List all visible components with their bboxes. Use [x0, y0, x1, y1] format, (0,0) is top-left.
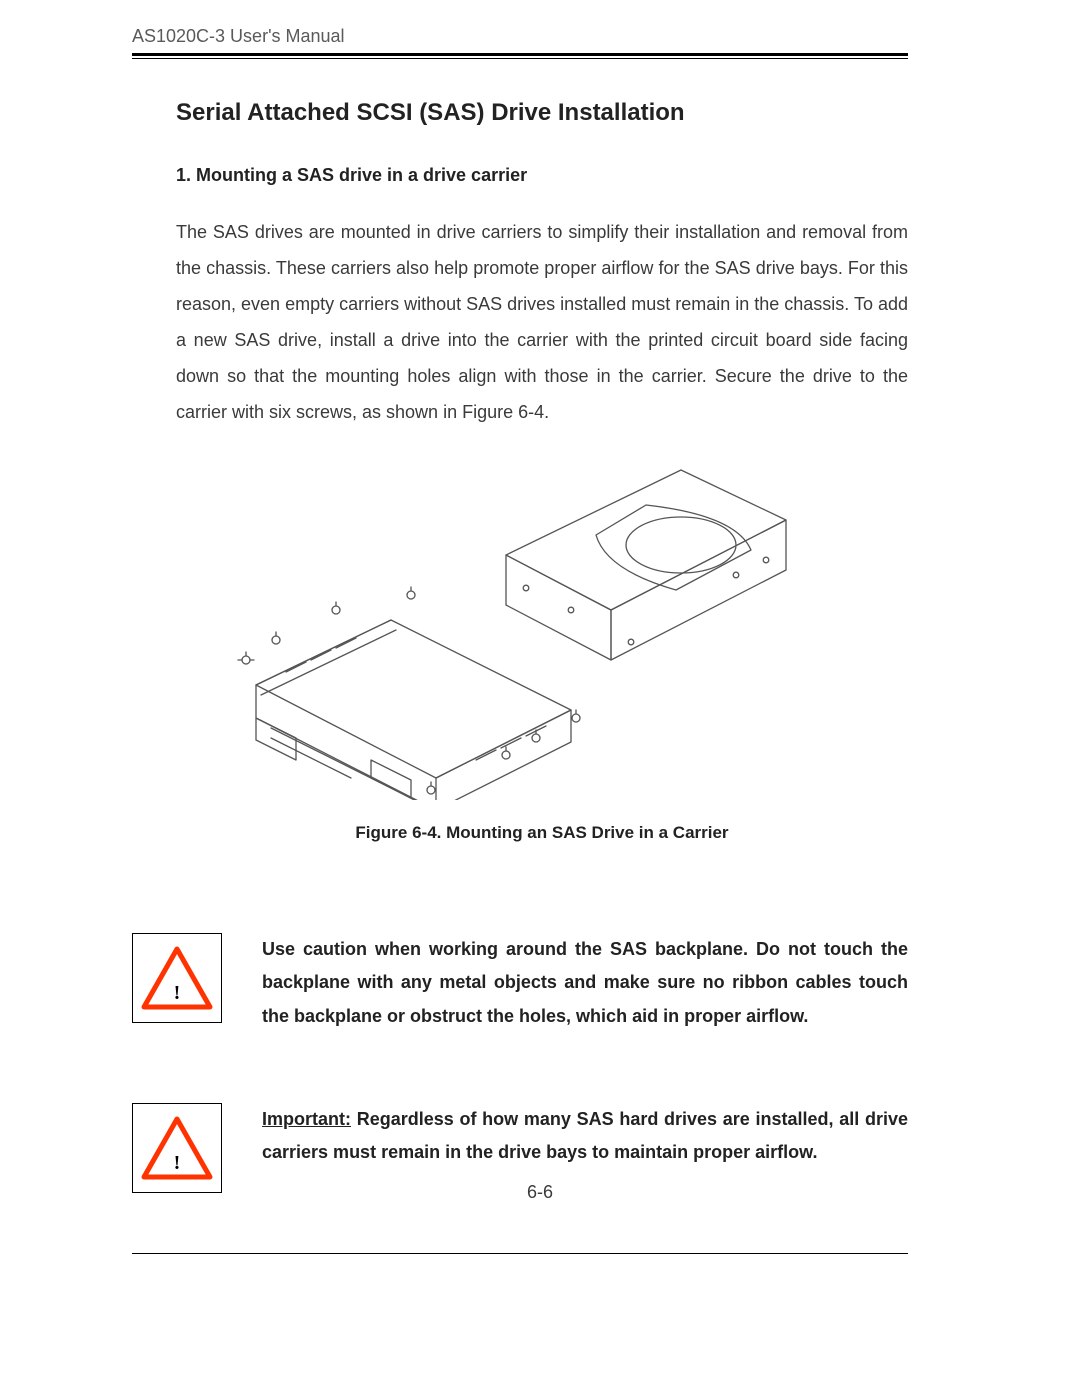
warning-text-2: Important: Regardless of how many SAS ha…	[262, 1103, 908, 1170]
warning-triangle-icon: !	[140, 945, 214, 1011]
step-body-text: The SAS drives are mounted in drive carr…	[176, 222, 908, 422]
figure	[176, 460, 908, 805]
warning-2-lead: Important:	[262, 1109, 351, 1129]
warning-2-body: Regardless of how many SAS hard drives a…	[262, 1109, 908, 1162]
figure-lines	[238, 470, 786, 800]
step-heading-text: 1. Mounting a SAS drive in a drive carri…	[176, 165, 527, 185]
header-double-rule	[132, 53, 908, 59]
svg-text:!: !	[174, 982, 181, 1004]
svg-text:!: !	[174, 1152, 181, 1174]
warning-icon-box-2: !	[132, 1103, 222, 1193]
warning-note-2: ! Important: Regardless of how many SAS …	[132, 1103, 908, 1193]
figure-caption-text: Figure 6-4. Mounting an SAS Drive in a C…	[355, 823, 728, 842]
warning-note-1: ! Use caution when working around the SA…	[132, 933, 908, 1033]
figure-svg	[176, 460, 796, 800]
running-head-text: AS1020C-3 User's Manual	[132, 26, 345, 46]
page: AS1020C-3 User's Manual Serial Attached …	[0, 0, 1080, 1397]
running-head: AS1020C-3 User's Manual	[132, 0, 908, 53]
warning-icon-box-1: !	[132, 933, 222, 1023]
page-number-text: 6-6	[527, 1182, 553, 1202]
warning-1-body: Use caution when working around the SAS …	[262, 939, 908, 1026]
warning-text-1: Use caution when working around the SAS …	[262, 933, 908, 1033]
page-number: 6-6	[0, 1182, 1080, 1203]
footer-rule	[132, 1253, 908, 1254]
step-heading: 1. Mounting a SAS drive in a drive carri…	[176, 165, 908, 186]
warning-triangle-icon: !	[140, 1115, 214, 1181]
figure-caption: Figure 6-4. Mounting an SAS Drive in a C…	[176, 823, 908, 843]
content-column: AS1020C-3 User's Manual Serial Attached …	[132, 0, 908, 1254]
section-title: Serial Attached SCSI (SAS) Drive Install…	[176, 99, 908, 127]
section-title-text: Serial Attached SCSI (SAS) Drive Install…	[176, 99, 685, 126]
step-body: The SAS drives are mounted in drive carr…	[176, 214, 908, 430]
